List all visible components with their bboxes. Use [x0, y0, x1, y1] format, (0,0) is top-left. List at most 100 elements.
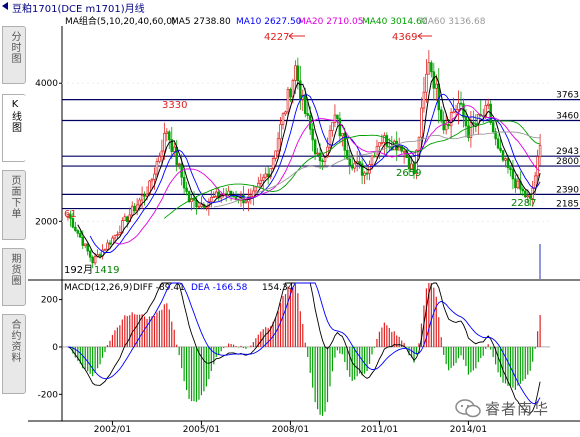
- candle-body: [71, 218, 75, 228]
- candle-body: [528, 195, 532, 199]
- candle-body: [306, 113, 309, 116]
- candle-body: [192, 198, 196, 201]
- candle-body: [358, 161, 361, 165]
- price-annotation: 4227: [264, 32, 289, 43]
- candle-body: [407, 157, 411, 170]
- price-level-label: 2390: [556, 185, 579, 195]
- candle-body: [259, 179, 263, 184]
- candle-body: [360, 163, 364, 176]
- candle-body: [447, 124, 450, 127]
- candle-body: [130, 205, 134, 216]
- tab-label: 分时图: [9, 31, 20, 64]
- x-tick-label: 2008/01: [272, 425, 309, 435]
- candle-body: [200, 204, 203, 207]
- ma-legend-ma5: MA5 2738.80: [171, 17, 231, 27]
- tab-futures-circle[interactable]: 期货圈: [2, 248, 26, 306]
- candle-body: [536, 156, 539, 177]
- candle-body: [284, 111, 287, 115]
- candle-body: [430, 62, 433, 73]
- candle-body: [91, 256, 94, 264]
- candle-body: [521, 188, 525, 192]
- tab-kline-chart[interactable]: K线图: [2, 94, 26, 162]
- candle-body: [217, 191, 220, 199]
- candle-body: [491, 122, 495, 132]
- candle-body: [140, 194, 144, 201]
- candle-body: [313, 139, 317, 155]
- candle-body: [484, 105, 487, 118]
- candle-body: [427, 62, 431, 75]
- candle-body: [343, 133, 347, 151]
- candle-body: [378, 142, 381, 147]
- candle-body: [442, 120, 445, 131]
- tab-contract-info[interactable]: 合约资料: [2, 314, 26, 394]
- candle-body: [444, 124, 448, 131]
- collapse-arrow-icon[interactable]: [1, 1, 9, 11]
- candle-body: [469, 122, 473, 138]
- window-title: 豆粕1701(DCE m1701)月线: [12, 4, 145, 15]
- candle-body: [143, 194, 146, 197]
- x-tick-label: 2014/01: [450, 425, 487, 435]
- candle-body: [496, 138, 500, 149]
- candle-body: [417, 136, 421, 151]
- candle-body: [74, 226, 77, 231]
- candle-body: [385, 135, 389, 147]
- candle-body: [432, 71, 436, 89]
- price-level-label: 3460: [556, 112, 579, 122]
- candle-body: [538, 145, 542, 158]
- candle-body: [373, 155, 376, 158]
- candle-body: [86, 243, 89, 252]
- tab-timeshare-chart[interactable]: 分时图: [2, 26, 26, 84]
- candle-body: [145, 193, 149, 197]
- candle-body: [328, 130, 332, 148]
- candle-body: [499, 147, 502, 152]
- ma-legend-ma60: MA60 3136.68: [420, 17, 486, 27]
- candle-body: [79, 232, 82, 238]
- candle-body: [254, 186, 258, 192]
- candle-body: [116, 234, 119, 236]
- candle-body: [422, 91, 426, 109]
- candle-body: [170, 139, 174, 152]
- x-tick-label: 2002/01: [94, 425, 131, 435]
- candle-body: [160, 150, 164, 157]
- candle-body: [435, 83, 438, 89]
- candle-body: [400, 145, 403, 152]
- ma-legend-ma10: MA10 2627.50: [236, 17, 302, 27]
- price-annotation: 2659: [396, 168, 421, 179]
- candle-body: [439, 109, 443, 122]
- candle-body: [187, 191, 191, 203]
- candle-body: [533, 175, 537, 189]
- price-annotation: 192月: [64, 264, 93, 276]
- candle-body: [506, 158, 510, 169]
- candle-body: [333, 114, 337, 123]
- candle-body: [341, 133, 344, 137]
- candle-body: [402, 150, 406, 153]
- candle-body: [526, 195, 530, 198]
- macd-histogram: [69, 283, 541, 416]
- candle-body: [353, 162, 356, 169]
- candle-body: [420, 107, 423, 138]
- candle-body: [504, 158, 507, 161]
- ma60-line: [213, 131, 541, 208]
- candle-body: [363, 172, 366, 176]
- price-level-label: 2185: [556, 200, 579, 210]
- candle-body: [264, 173, 267, 178]
- candle-body: [98, 254, 102, 257]
- candle-body: [155, 161, 159, 175]
- ma10-line: [89, 93, 541, 254]
- candle-body: [244, 201, 248, 204]
- candle-body: [172, 146, 176, 152]
- candle-body: [383, 135, 386, 143]
- macd-dea-line: [67, 282, 541, 405]
- candle-body: [138, 199, 141, 206]
- candle-body: [261, 176, 265, 181]
- candle-body: [118, 232, 122, 235]
- tab-label: 合约资料: [9, 319, 20, 363]
- macd-legend-item: 154.34: [262, 283, 294, 293]
- candle-body: [163, 133, 166, 152]
- tab-page-order[interactable]: 页面下单: [2, 170, 26, 240]
- macd-tick-label: -200: [38, 390, 59, 400]
- candle-body: [316, 152, 319, 155]
- price-level-label: 2943: [556, 147, 579, 157]
- candle-body: [269, 168, 272, 178]
